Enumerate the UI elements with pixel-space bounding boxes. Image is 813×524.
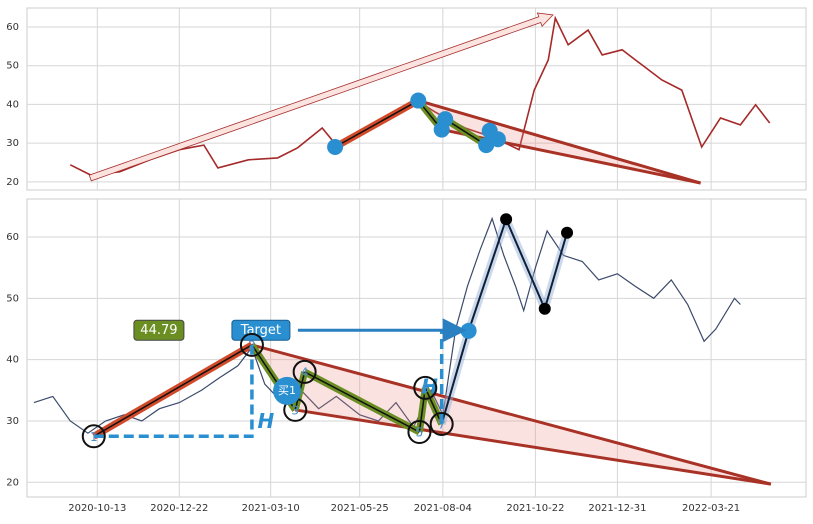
trend-line — [417, 99, 701, 185]
pattern-dot — [410, 92, 427, 109]
x-tick-label: 2021-03-10 — [242, 503, 300, 514]
buy-marker — [273, 376, 302, 405]
y-tick-label: 30 — [6, 138, 19, 149]
price-line — [33, 216, 741, 434]
x-tick-label: 2021-05-25 — [331, 503, 389, 514]
breakout-dot — [538, 302, 551, 315]
breakout-line — [440, 330, 470, 425]
y-tick-label: 50 — [6, 61, 19, 72]
pattern-point-label: 2 — [248, 338, 256, 352]
pattern-point-label: 4 — [301, 365, 309, 379]
y-tick-label: 60 — [6, 232, 19, 243]
pattern-point-label: 3 — [291, 403, 299, 417]
breakout-dot — [500, 213, 513, 226]
flag-core — [418, 387, 427, 433]
pattern-point — [239, 332, 264, 357]
pattern-point-label: 7 — [438, 418, 446, 432]
y-tick-label: 50 — [6, 293, 19, 304]
breakout-line — [467, 218, 508, 332]
height-measure — [93, 344, 254, 439]
flag-core — [424, 387, 443, 425]
price-box — [133, 319, 185, 341]
x-tick-label: 2021-08-04 — [414, 503, 472, 514]
x-tick-label: 2022-03-21 — [682, 503, 740, 514]
pattern-point-label: 5 — [416, 426, 424, 440]
y-tick-label: 60 — [6, 22, 19, 33]
impulse-core — [93, 344, 253, 437]
pattern-dot — [489, 131, 506, 148]
x-tick-label: 2020-12-22 — [150, 503, 208, 514]
pattern-point — [81, 424, 106, 449]
flag-core — [304, 371, 420, 433]
plot-area — [26, 198, 807, 498]
y-tick-label: 30 — [6, 416, 19, 427]
impulse-core — [334, 99, 419, 148]
trend-arrow — [88, 12, 554, 182]
x-tick-label: 2021-12-31 — [588, 503, 646, 514]
pattern-dot — [327, 139, 344, 156]
pattern-dot — [437, 111, 454, 128]
height-label: H — [258, 409, 275, 433]
x-tick-label: 2020-10-13 — [68, 503, 126, 514]
breakout-dot — [460, 322, 477, 339]
pattern-point — [407, 420, 432, 445]
pattern-point — [413, 375, 438, 400]
trend-line — [251, 343, 772, 486]
flag-core — [444, 118, 487, 146]
y-tick-label: 40 — [6, 99, 19, 110]
breakout-dot — [561, 226, 574, 239]
y-tick-label: 20 — [6, 477, 19, 488]
breakout-line — [505, 218, 546, 310]
buy-label: 买1 — [278, 384, 296, 397]
trend-line — [295, 408, 772, 486]
pattern-point — [292, 359, 317, 384]
pattern-point-label: 1 — [90, 430, 98, 444]
breakout-line — [543, 232, 568, 310]
x-tick-label: 2021-10-22 — [506, 503, 564, 514]
target-price-label: 44.79 — [140, 323, 177, 338]
pattern-point — [429, 412, 454, 437]
pattern-point-label: 6 — [421, 381, 429, 395]
y-tick-label: 40 — [6, 355, 19, 366]
price-line — [69, 15, 771, 176]
y-tick-label: 20 — [6, 177, 19, 188]
